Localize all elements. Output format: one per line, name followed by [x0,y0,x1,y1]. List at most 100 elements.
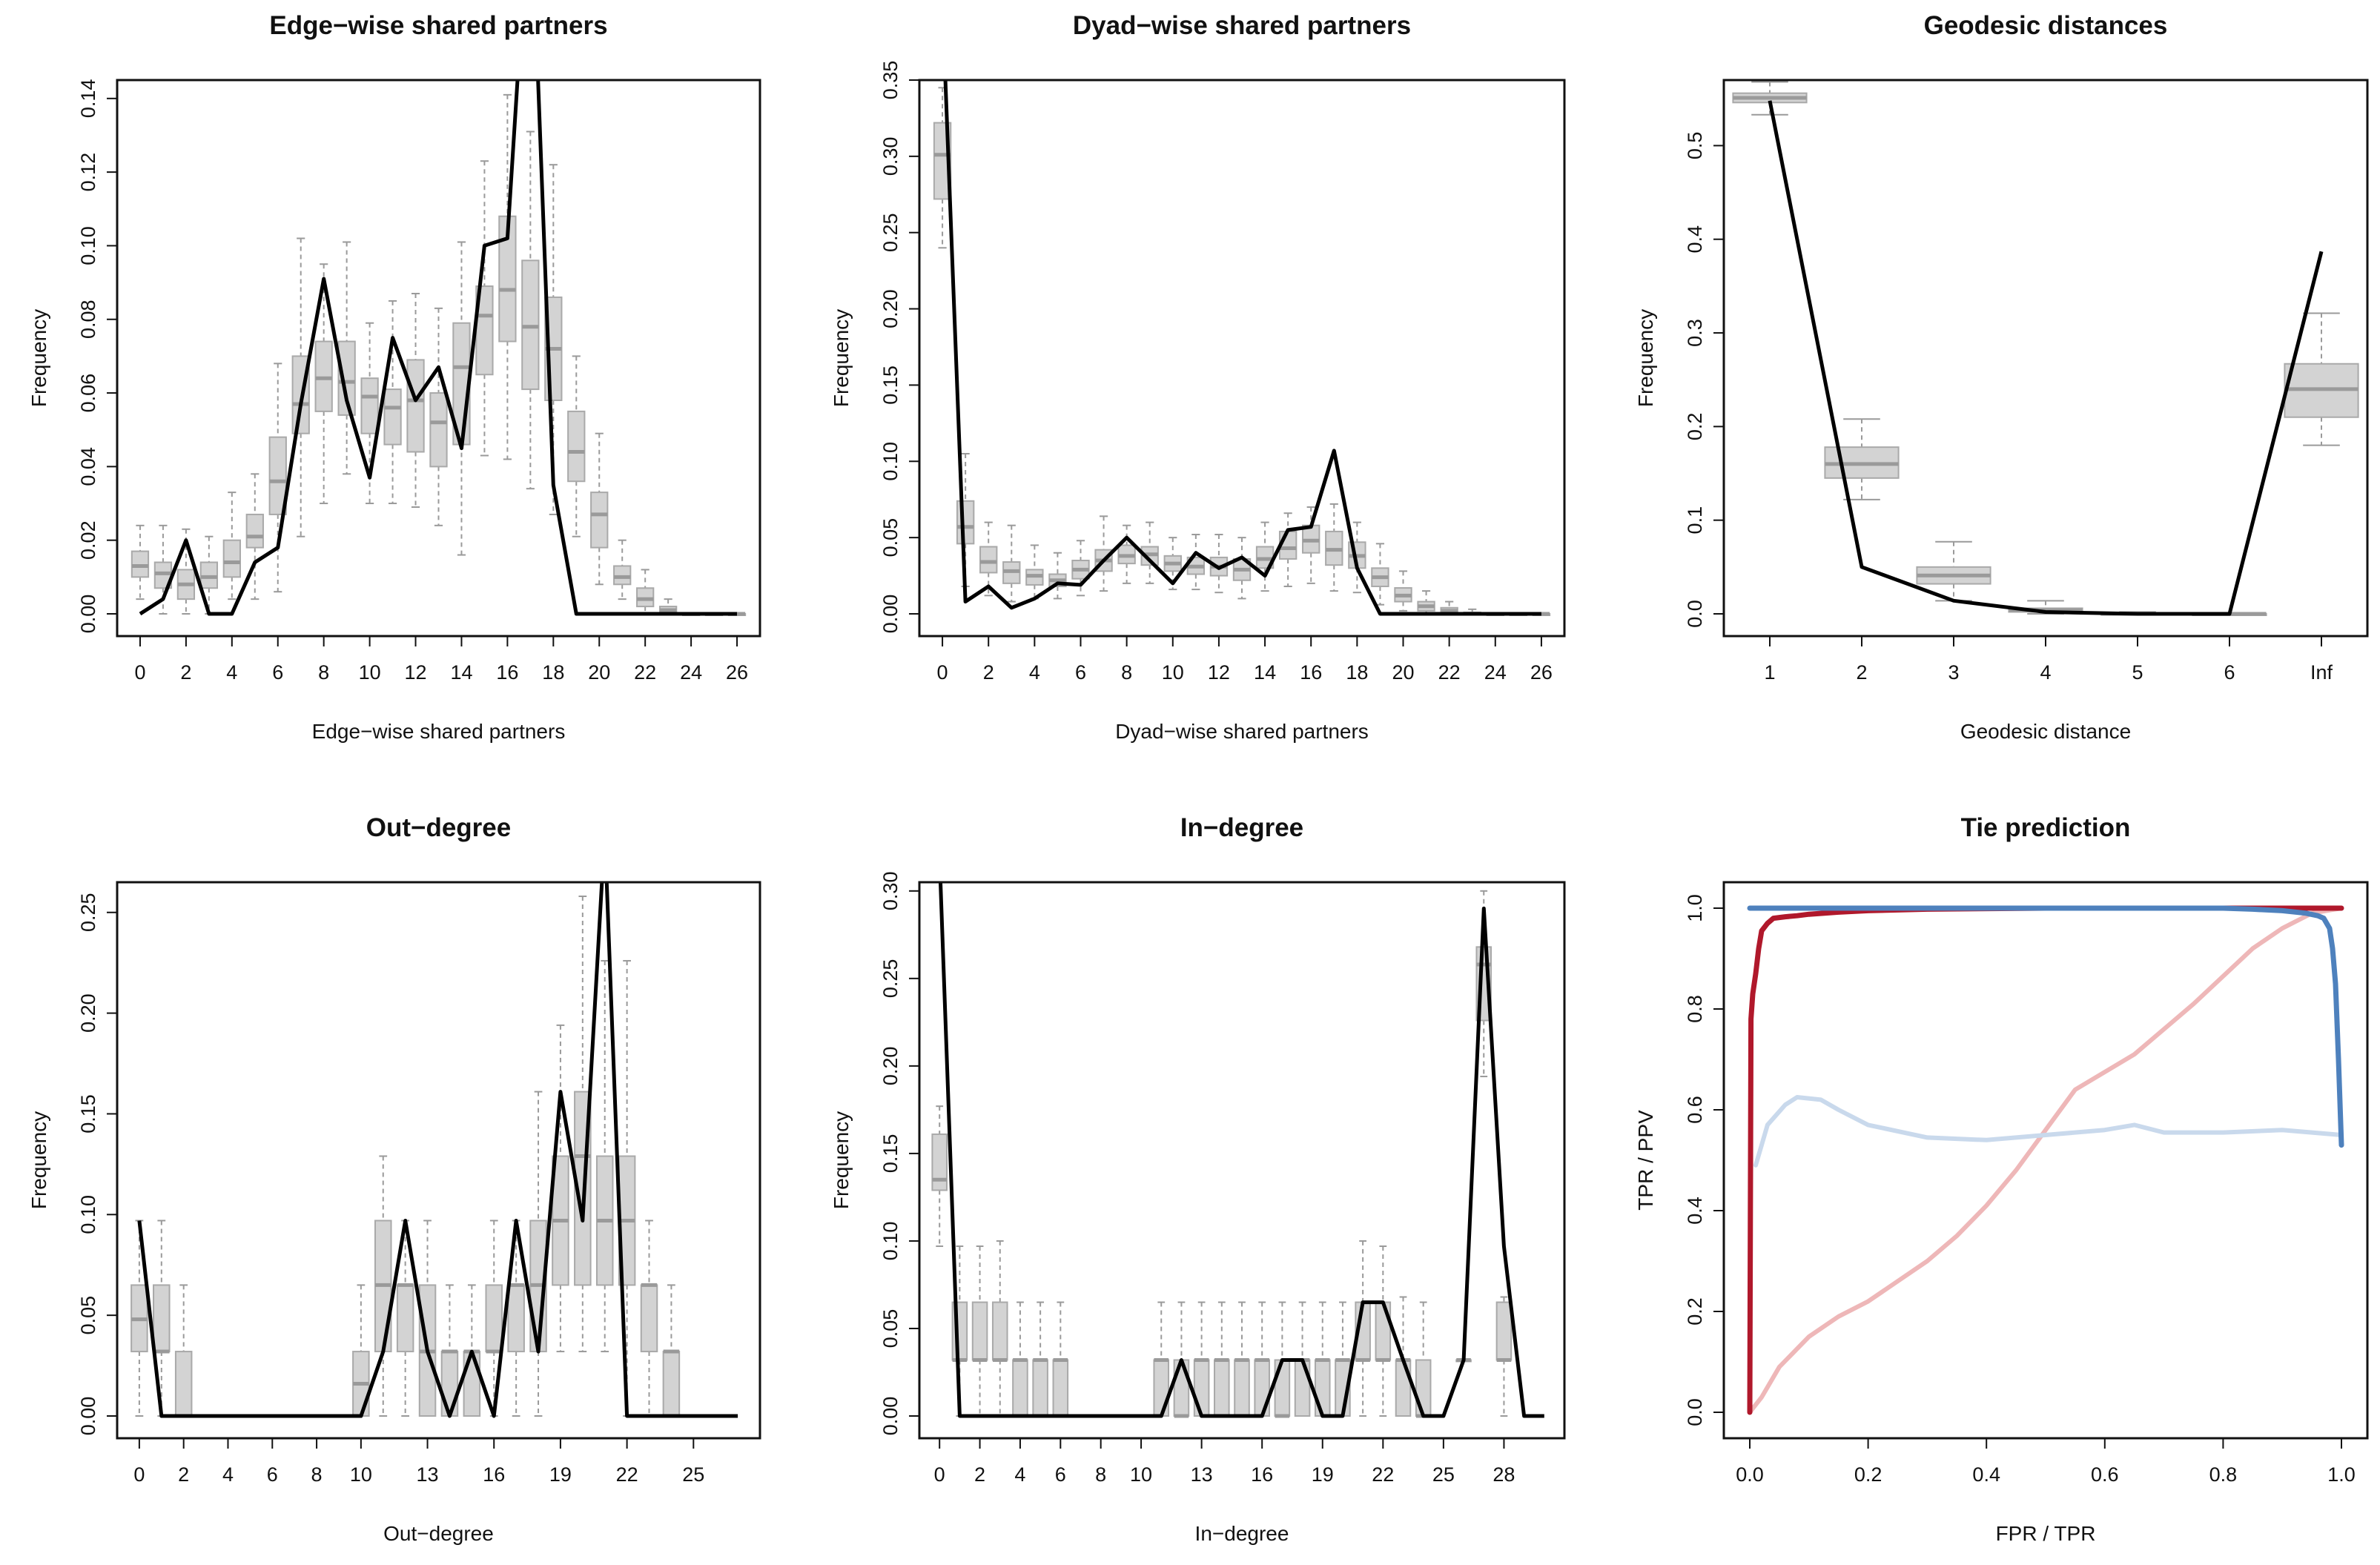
boxplot-box [1012,1301,1028,1417]
x-axis-label: FPR / TPR [1996,1522,2096,1545]
boxplot-box [521,130,540,490]
y-tick-label: 0.25 [77,893,99,932]
plot-frame [1722,881,2369,1440]
x-tick-label: 16 [496,661,518,684]
plot-area [130,80,747,616]
boxplot-box [383,300,402,505]
y-tick-label: 0.10 [77,226,99,265]
boxplot-box [1025,544,1044,600]
boxplot-box [176,528,196,615]
box-iqr [1314,1359,1331,1417]
y-tick-label: 0.2 [1684,413,1706,441]
y-tick-label: 0.25 [879,959,902,999]
boxplot-box [1117,524,1136,584]
y-tick-label: 0.1 [1684,506,1706,535]
boxplot-box [1302,506,1320,584]
boxplot-box [153,524,173,615]
y-axis-label: Frequency [830,1111,853,1209]
boxplot-box [314,263,333,505]
box-iqr [360,377,379,434]
box-iqr [1495,1301,1513,1361]
x-tick-label: 2 [974,1463,985,1486]
y-tick-label: 0.2 [1684,1297,1706,1326]
boxplot-box [429,307,448,526]
boxplot-box [1048,552,1067,600]
observed-line [938,882,1544,1418]
x-tick-label: 8 [1121,661,1132,684]
y-axis-label: Frequency [27,1111,50,1209]
x-tick-label: 10 [359,661,381,684]
y-tick-label: 0.00 [77,1397,99,1436]
box-iqr [1193,1359,1210,1417]
x-tick-label: 4 [222,1463,234,1486]
x-tick-label: 25 [682,1463,704,1486]
boxplot-box [1375,1245,1392,1417]
y-tick-label: 0.25 [879,213,902,252]
x-tick-label: 2 [180,661,191,684]
x-tick-label: 20 [1392,661,1414,684]
box-iqr [979,546,998,574]
box-iqr [971,1301,988,1361]
x-tick-label: 0.2 [1854,1463,1882,1486]
box-iqr [991,1301,1008,1361]
plot-area [933,80,1551,616]
plot-area [931,882,1544,1418]
x-tick-label: 24 [1484,661,1507,684]
boxplot-box [636,569,655,615]
boxplot-box [1824,418,1900,500]
panel-5: In−degree In−degree Frequency 0 2 4 6 8 10 13 16 19… [830,813,1566,1545]
plot-area [1747,905,2344,1415]
boxplot-box [1234,1301,1250,1417]
boxplot-box [268,363,287,593]
boxplot-box [1495,1296,1513,1417]
x-tick-label: 3 [1948,661,1959,684]
boxplot-box [991,1240,1008,1417]
x-axis-label: Dyad−wise shared partners [1115,720,1369,743]
boxplot-box [1214,1301,1230,1417]
box-iqr [590,492,609,549]
y-tick-label: 0.5 [1684,132,1706,160]
x-tick-label: 18 [1346,661,1368,684]
y-tick-label: 0.10 [77,1195,99,1234]
boxplot-box [590,432,609,586]
x-tick-label: 6 [1055,1463,1066,1486]
box-iqr [153,1284,171,1353]
y-tick-label: 0.35 [879,61,902,100]
box-iqr [383,388,402,446]
y-tick-label: 0.05 [879,518,902,557]
x-tick-label: 4 [1014,1463,1025,1486]
boxplot-box [245,473,264,600]
x-tick-label: 2 [1856,661,1867,684]
y-tick-label: 0.14 [77,79,99,119]
boxplot-box [174,1284,193,1418]
box-iqr [174,1351,193,1417]
box-iqr [396,1284,414,1353]
plot-area [1732,81,2359,616]
boxplot-box [485,1220,503,1417]
y-tick-label: 0.00 [879,1397,902,1436]
x-tick-label: 8 [1095,1463,1106,1486]
x-tick-label: 2 [983,661,994,684]
x-tick-label: 22 [1372,1463,1394,1486]
x-tick-label: 6 [267,1463,278,1486]
x-axis-label: In−degree [1195,1522,1289,1545]
x-tick-label: 4 [1029,661,1040,684]
boxplot-box [1278,512,1298,587]
x-tick-label: 18 [542,661,564,684]
x-tick-label: 4 [226,661,237,684]
boxplot-box [1163,537,1182,591]
box-iqr [956,500,975,545]
y-tick-label: 0.02 [77,520,99,560]
x-tick-label: 6 [2224,661,2235,684]
y-tick-label: 0.05 [77,1296,99,1335]
x-tick-label: 5 [2132,661,2143,684]
observed-line [139,80,737,616]
boxplot-box [1417,590,1435,615]
x-tick-label: 25 [1432,1463,1455,1486]
boxplot-box [640,1220,658,1417]
x-tick-label: 6 [1075,661,1086,684]
x-tick-label: 19 [1312,1463,1334,1486]
x-axis-label: Edge−wise shared partners [312,720,566,743]
y-axis-label: Frequency [1634,309,1657,407]
